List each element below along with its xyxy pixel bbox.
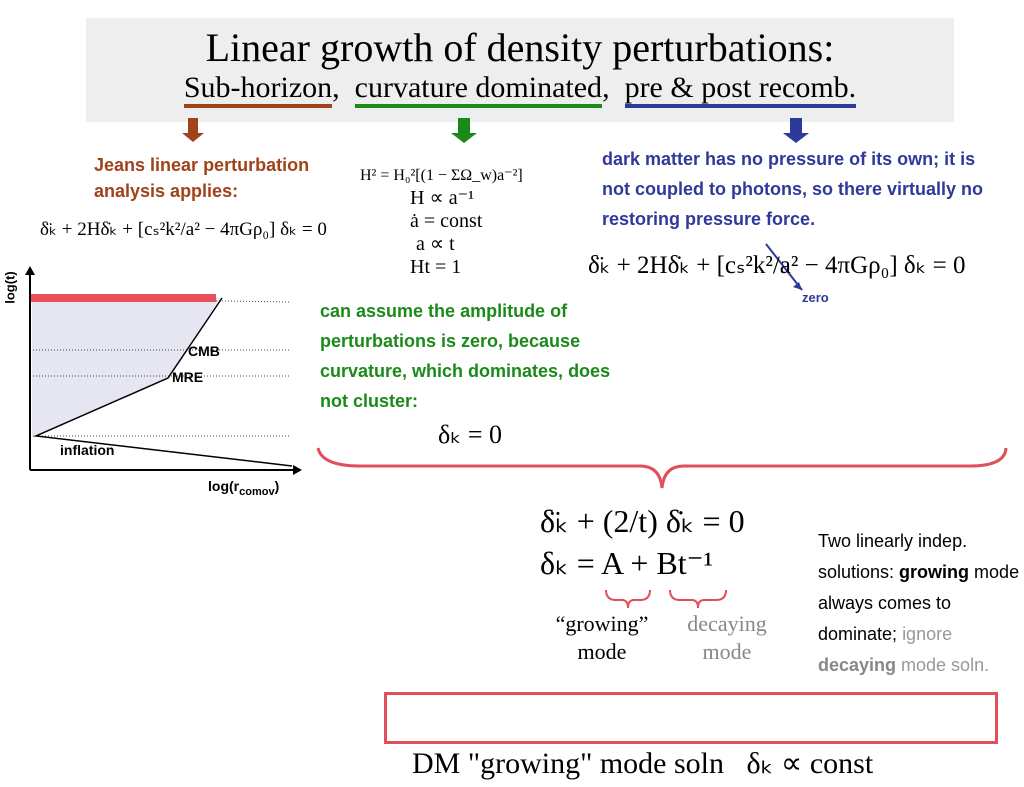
x-label-sub: comov bbox=[239, 485, 275, 498]
heading: curvature dominated bbox=[354, 71, 603, 108]
middle-note: can assume the amplitude of perturbation… bbox=[320, 301, 611, 411]
arrow bbox=[182, 118, 204, 142]
x-label-close: ) bbox=[274, 478, 280, 494]
brace bbox=[669, 589, 727, 609]
conclusion-text: DM "growing" mode soln bbox=[412, 747, 724, 780]
diagram-label: MRE bbox=[172, 369, 204, 385]
equation: δ̈ₖ + (2/t) δ̇ₖ = 0 bbox=[540, 503, 745, 539]
decaying-label: decaying mode bbox=[687, 611, 767, 664]
equation: δₖ = A + Bt⁻¹ bbox=[540, 545, 714, 581]
brace bbox=[605, 589, 651, 609]
punct: , bbox=[602, 71, 610, 104]
x-axis-label: log(rcomov) bbox=[208, 478, 279, 498]
right-note: dark matter has no pressure of its own; … bbox=[602, 149, 984, 229]
text: mode soln. bbox=[896, 655, 990, 675]
side-text: Two linearly indep. solutions: growing m… bbox=[818, 526, 1023, 681]
left-equation: δ̈ₖ + 2Hδ̇ₖ + [cₛ²k²/a² − 4πGρ₀] δₖ = 0 bbox=[40, 219, 327, 240]
decorations bbox=[25, 118, 1008, 609]
equation: H ∝ a⁻¹ bbox=[410, 187, 475, 209]
equation: ȧ = const bbox=[410, 210, 483, 232]
conclusion-equation: δₖ ∝ const bbox=[746, 747, 874, 780]
arrowhead bbox=[793, 282, 802, 290]
dotted-line bbox=[29, 297, 291, 303]
arrow bbox=[451, 118, 477, 143]
title: Linear growth of density perturbations: bbox=[205, 25, 835, 70]
text: decaying bbox=[818, 655, 897, 675]
heading: Sub-horizon bbox=[183, 71, 333, 108]
text: mode always comes to dominate; bbox=[818, 562, 1020, 644]
shaded-region bbox=[32, 298, 220, 436]
equation: Ht = 1 bbox=[410, 256, 462, 278]
arrow bbox=[783, 118, 809, 143]
middle-equations: H² = H₀²[(1 − ΣΩ_w)a⁻²] H ∝ a⁻¹ ȧ = cons… bbox=[360, 164, 523, 279]
middle-result: δₖ = 0 bbox=[438, 420, 502, 449]
strike-arrow bbox=[765, 243, 803, 291]
left-note: Jeans linear perturbation analysis appli… bbox=[94, 155, 310, 201]
right-equation: δ̈ₖ + 2Hδ̇ₖ + [cₛ²k²/a² − 4πGρ₀] δₖ = 0 bbox=[588, 252, 966, 279]
red-band bbox=[30, 294, 216, 302]
punct: , bbox=[332, 71, 340, 104]
x-label-text: log(r bbox=[208, 478, 240, 494]
subtitle: Sub-horizon, curvature dominated, pre & … bbox=[86, 71, 954, 108]
diagram-label: inflation bbox=[60, 442, 115, 458]
heading: pre & post recomb. bbox=[624, 71, 857, 108]
text: ignore bbox=[902, 624, 953, 644]
arrowhead bbox=[293, 465, 302, 475]
title-box: Linear growth of density perturbations: … bbox=[86, 18, 954, 122]
curve bbox=[33, 297, 293, 467]
equation: a ∝ t bbox=[416, 233, 455, 255]
brace bbox=[316, 447, 1008, 489]
zero-annotation: zero bbox=[802, 290, 829, 305]
growing-label: “growing” mode bbox=[555, 611, 649, 664]
slide: Linear growth of density perturbations: … bbox=[2, 18, 1023, 780]
text: Two linearly indep. solutions: bbox=[818, 531, 968, 582]
y-axis-label: log(t) bbox=[2, 271, 18, 304]
diagram bbox=[25, 266, 302, 475]
bottom-equations: δ̈ₖ + (2/t) δ̇ₖ = 0 δₖ = A + Bt⁻¹ bbox=[540, 500, 745, 584]
arrowhead bbox=[25, 266, 35, 275]
conclusion-box: DM "growing" mode soln δₖ ∝ const bbox=[384, 692, 998, 780]
equation: H² = H₀²[(1 − ΣΩ_w)a⁻²] bbox=[360, 167, 523, 184]
diagram-label: CMB bbox=[188, 343, 220, 359]
text: growing bbox=[899, 562, 970, 582]
